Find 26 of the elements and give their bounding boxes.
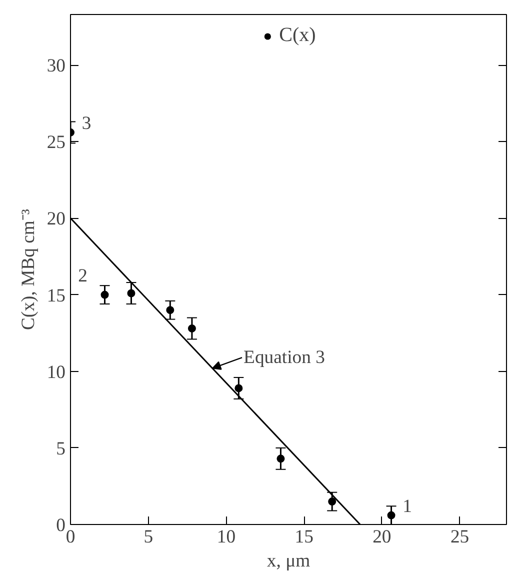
point: [387, 511, 396, 520]
point: [234, 384, 243, 392]
x-tick-label: 10: [216, 526, 236, 548]
y-tick-label: 25: [46, 132, 66, 154]
x-tick-label: 15: [294, 526, 314, 548]
x-tick-label: 25: [450, 526, 470, 548]
x-tick-label: 5: [144, 526, 154, 548]
y-axis-title: C(x), MBq cm⁻³: [18, 208, 39, 330]
y-tick-label: 15: [46, 285, 66, 306]
annotation: 1: [402, 496, 412, 517]
point: [127, 289, 136, 298]
point: [188, 324, 196, 332]
x-tick-label: 20: [372, 526, 392, 548]
point: [100, 290, 109, 299]
annotation: 3: [82, 112, 92, 134]
y-tick-label: 10: [46, 362, 66, 383]
point: [328, 498, 336, 506]
point: [276, 454, 285, 463]
point: [166, 306, 174, 314]
x-axis-title: x, μm: [266, 550, 311, 572]
legend-label: C(x): [279, 24, 316, 47]
legend-label: Equation 3: [244, 347, 325, 368]
y-tick-label: 20: [46, 208, 66, 230]
annotation: 2: [78, 265, 88, 286]
y-tick-label: 30: [46, 56, 66, 77]
y-tick-label: 5: [56, 438, 66, 460]
